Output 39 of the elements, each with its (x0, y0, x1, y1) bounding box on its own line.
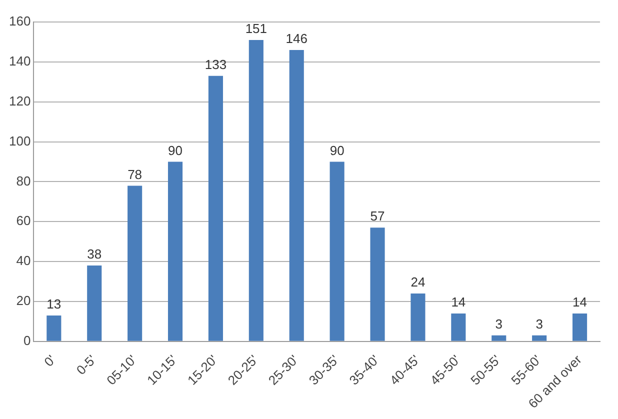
bar (208, 76, 223, 341)
bar (572, 313, 588, 341)
y-tick-label: 60 (16, 213, 31, 228)
bar (532, 335, 547, 341)
data-label: 3 (536, 316, 543, 332)
bar (451, 313, 466, 341)
data-label: 151 (245, 21, 268, 36)
y-tick-label: 20 (16, 293, 31, 308)
y-tick-label: 0 (23, 332, 31, 348)
bar (370, 228, 385, 341)
bar (128, 186, 142, 341)
bar (330, 162, 344, 341)
y-tick-label: 40 (16, 253, 31, 268)
bar (410, 294, 426, 341)
data-label: 38 (87, 246, 102, 262)
y-tick-label: 160 (8, 14, 31, 29)
data-label: 133 (204, 56, 227, 72)
data-label: 14 (572, 294, 588, 310)
x-tick-label: 0' (41, 352, 59, 370)
data-label: 3 (495, 316, 502, 332)
bar (46, 315, 62, 341)
bar (87, 266, 102, 341)
data-label: 78 (128, 166, 142, 182)
data-label: 90 (168, 142, 182, 158)
x-tick-label: 0-5' (73, 352, 100, 378)
bar (168, 162, 183, 341)
bar (289, 50, 304, 341)
data-label: 24 (410, 274, 426, 290)
data-label: 146 (286, 31, 308, 46)
data-label: 57 (370, 208, 385, 224)
y-tick-label: 100 (8, 133, 31, 148)
data-label: 13 (46, 296, 62, 312)
y-tick-label: 120 (8, 93, 31, 108)
data-label: 14 (451, 294, 466, 310)
data-label: 90 (330, 142, 344, 158)
y-tick-label: 140 (8, 54, 31, 69)
y-tick-label: 80 (16, 173, 31, 188)
bar (248, 40, 264, 341)
bar (492, 335, 506, 341)
